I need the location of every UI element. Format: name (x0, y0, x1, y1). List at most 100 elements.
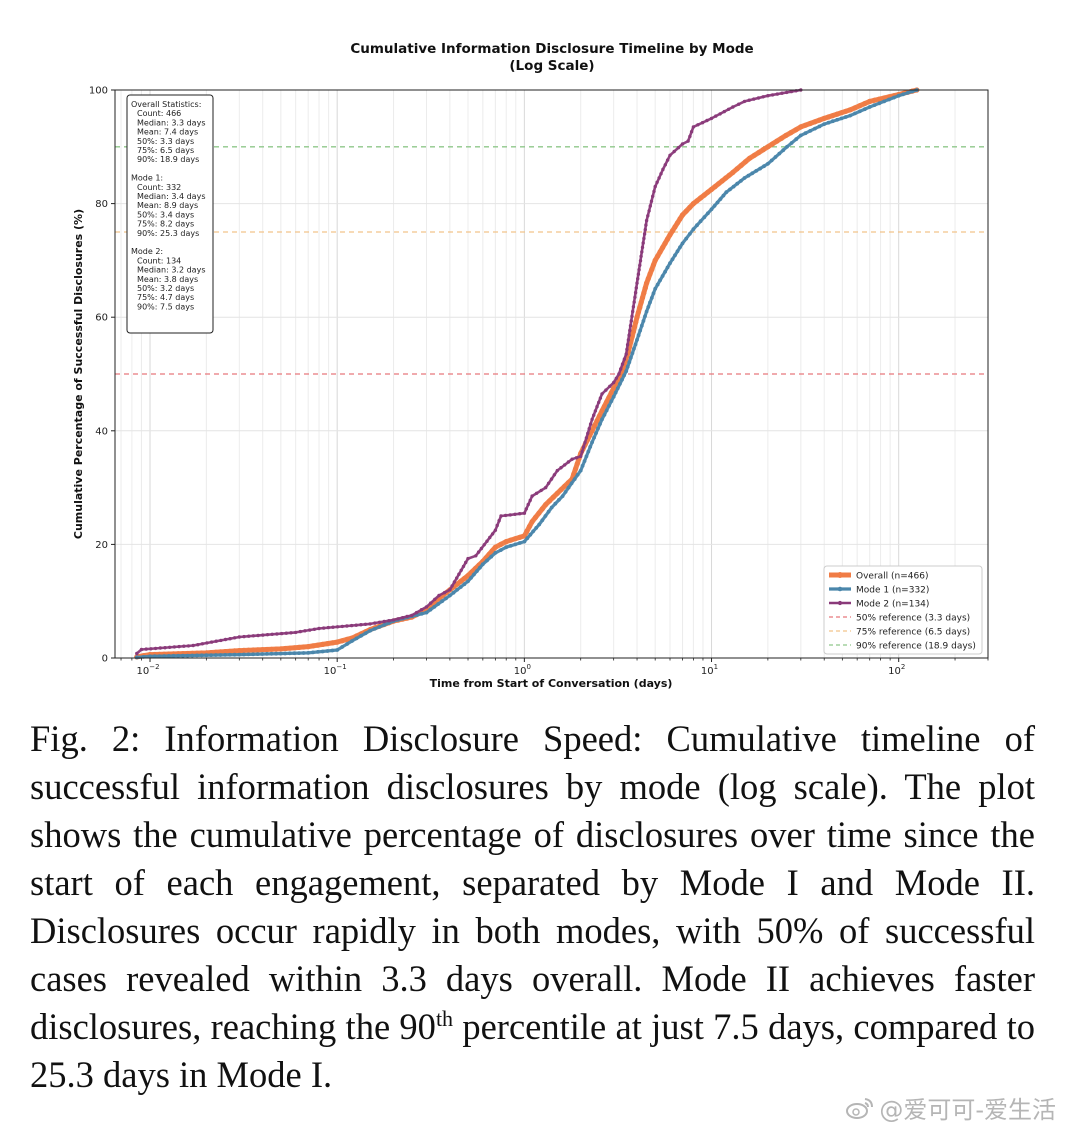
data-point (459, 568, 463, 572)
data-point (724, 190, 729, 195)
data-point (508, 537, 514, 543)
data-point (715, 200, 720, 205)
data-point (440, 599, 444, 604)
data-point (359, 633, 363, 638)
data-point (233, 636, 237, 640)
data-point (631, 305, 636, 309)
data-point (363, 631, 368, 636)
data-point (648, 300, 652, 305)
legend-label: Mode 1 (n=332) (856, 586, 929, 596)
y-tick-label: 40 (95, 426, 108, 437)
data-point (867, 98, 873, 104)
data-point (283, 651, 288, 656)
data-point (340, 645, 344, 649)
data-point (282, 645, 288, 652)
weibo-logo-icon (846, 1097, 874, 1119)
data-point (242, 634, 246, 639)
data-point (734, 166, 740, 172)
data-point (182, 644, 186, 648)
data-point (578, 468, 583, 473)
data-point (222, 649, 228, 655)
data-point (754, 169, 759, 173)
data-point (461, 564, 466, 569)
data-point (670, 257, 675, 262)
legend-box (823, 565, 983, 655)
data-point (534, 526, 539, 530)
data-point (396, 617, 400, 621)
data-point (571, 471, 577, 477)
caption-main: Fig. 2: Information Disclosure Speed: Cu… (30, 718, 1035, 1047)
data-point (726, 107, 731, 112)
data-point (620, 377, 624, 382)
watermark: @爱可可-爱生活 (845, 1090, 1056, 1125)
data-point (636, 277, 640, 281)
data-point (475, 569, 479, 573)
data-point (750, 171, 755, 176)
data-point (788, 130, 794, 136)
data-point (579, 454, 583, 459)
data-point (493, 551, 498, 555)
data-point (451, 590, 456, 595)
data-point (246, 652, 251, 657)
data-point (320, 649, 325, 654)
data-point (518, 512, 522, 516)
data-point (227, 648, 233, 654)
data-point (882, 99, 887, 104)
data-point (497, 519, 501, 523)
data-point (573, 466, 579, 472)
data-point (803, 131, 808, 136)
stats-line: 50%: 3.3 days (137, 137, 194, 146)
data-point (839, 116, 844, 121)
stats-line: Count: 134 (137, 256, 181, 265)
data-point (582, 459, 587, 463)
stats-line: 90%: 25.3 days (137, 229, 199, 238)
data-point (785, 90, 789, 95)
x-tick-label: 10−1 (324, 663, 347, 677)
data-point (625, 364, 630, 369)
data-point (645, 276, 651, 282)
data-point (660, 274, 665, 278)
data-point (436, 602, 441, 606)
data-point (237, 652, 242, 657)
data-point (838, 110, 845, 116)
data-point (646, 305, 651, 309)
data-point (176, 653, 181, 658)
data-point (672, 224, 678, 230)
data-point (817, 124, 822, 129)
data-point (177, 644, 181, 649)
data-point (821, 115, 827, 121)
data-point (618, 382, 622, 386)
data-point (584, 454, 589, 459)
data-point (677, 216, 683, 222)
data-point (503, 513, 508, 518)
data-point (770, 93, 775, 97)
data-point (228, 637, 232, 641)
data-point (648, 204, 652, 208)
data-point (499, 514, 503, 518)
data-point (675, 249, 680, 254)
data-point (557, 498, 561, 502)
data-point (377, 620, 382, 624)
data-point (742, 159, 749, 165)
data-point (190, 653, 195, 658)
data-point (798, 133, 803, 138)
legend-label: Overall (n=466) (856, 572, 928, 582)
data-point (858, 109, 862, 114)
data-point (700, 121, 705, 125)
stats-line: 50%: 3.2 days (137, 284, 194, 293)
data-point (419, 608, 424, 612)
data-point (735, 181, 740, 186)
data-point (686, 139, 690, 143)
data-point (636, 333, 641, 338)
data-point (651, 291, 656, 296)
data-point (644, 309, 649, 314)
data-point (508, 543, 513, 548)
data-point (794, 137, 799, 142)
data-point (718, 112, 722, 116)
data-point (635, 281, 639, 285)
data-point (596, 426, 600, 431)
data-point (274, 651, 278, 656)
data-point (659, 172, 663, 176)
data-point (269, 651, 274, 656)
data-point (205, 641, 209, 645)
